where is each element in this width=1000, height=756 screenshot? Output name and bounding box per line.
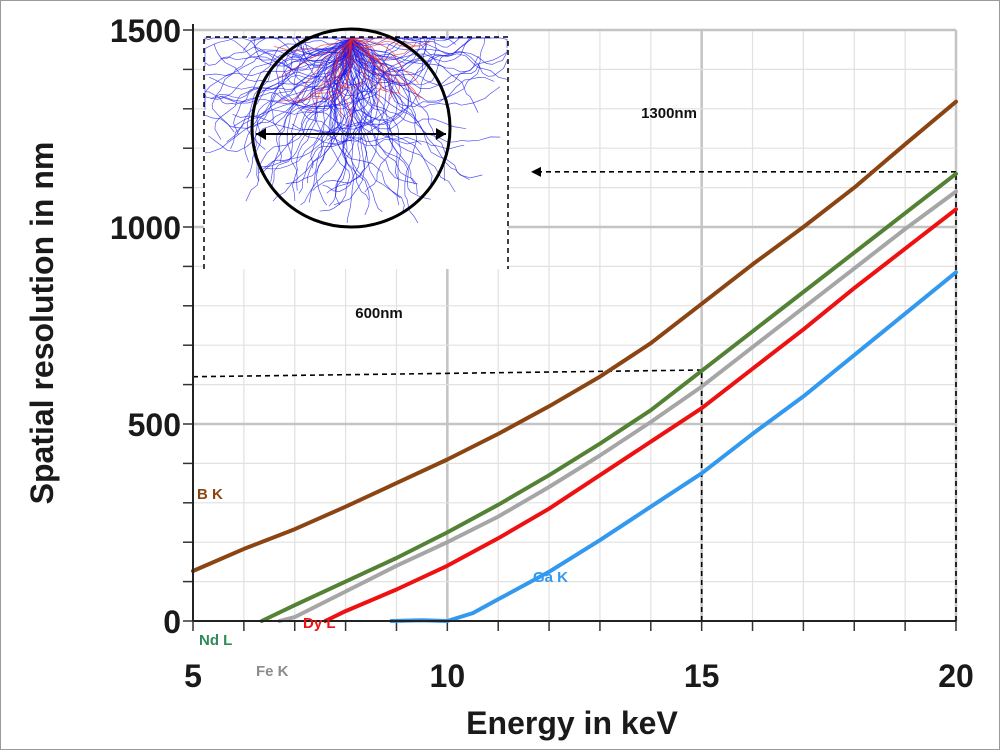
reference-line bbox=[192, 369, 702, 378]
series-line-dy-l bbox=[323, 207, 958, 623]
x-tick-label: 10 bbox=[430, 658, 466, 694]
trajectory-path bbox=[248, 37, 352, 67]
backscatter-path bbox=[335, 38, 352, 119]
trajectory-path bbox=[281, 38, 352, 136]
tick-labels: 5 10 15 20 0 500 1000 1500 bbox=[110, 13, 974, 694]
trajectory-path bbox=[293, 38, 367, 108]
trajectory-path bbox=[214, 38, 352, 140]
trajectory-path bbox=[291, 38, 378, 132]
backscatter-path bbox=[350, 38, 382, 106]
series-line-fe-k bbox=[277, 189, 958, 623]
trajectory-path bbox=[270, 38, 352, 136]
trajectory-path bbox=[310, 38, 378, 169]
backscatter-path bbox=[296, 38, 352, 101]
backscatter-path bbox=[333, 38, 363, 88]
trajectory-path bbox=[350, 38, 419, 224]
trajectory-path bbox=[350, 38, 431, 200]
reference-lines bbox=[192, 166, 957, 621]
series-line-nd-l bbox=[259, 171, 958, 623]
backscatter-path bbox=[350, 38, 423, 99]
y-tick-label: 500 bbox=[128, 407, 181, 443]
backscatter-path bbox=[310, 38, 352, 95]
trajectory-path bbox=[264, 38, 352, 170]
trajectory-path bbox=[331, 38, 369, 201]
backscatter-path bbox=[350, 38, 421, 101]
series-label-fe-k: Fe K bbox=[256, 663, 289, 680]
backscatter-path bbox=[273, 38, 352, 51]
backscatter-path bbox=[278, 38, 352, 102]
trajectory-path bbox=[245, 38, 352, 202]
trajectory-path bbox=[261, 38, 352, 168]
y-tick-label: 0 bbox=[163, 604, 181, 640]
trajectory-path bbox=[300, 38, 394, 128]
trajectory-path bbox=[233, 38, 352, 135]
trajectory-path bbox=[350, 37, 508, 75]
trajectory-path bbox=[213, 38, 352, 83]
backscatter-path bbox=[350, 38, 400, 93]
trajectory-path bbox=[349, 38, 402, 206]
trajectory-path bbox=[204, 37, 352, 70]
series-label-dy-l: Dy L bbox=[303, 615, 336, 632]
trajectory-path bbox=[232, 38, 363, 118]
trajectory-path bbox=[204, 37, 352, 62]
x-tick-label: 5 bbox=[184, 658, 202, 694]
trajectory-path bbox=[350, 38, 483, 179]
inset-border bbox=[203, 36, 509, 269]
backscatter-path bbox=[291, 38, 352, 103]
trajectory-path bbox=[262, 38, 352, 173]
trajectory-path bbox=[350, 38, 393, 193]
y-tick-label: 1000 bbox=[110, 210, 181, 246]
interaction-volume-circle bbox=[250, 27, 452, 229]
annotation-600nm: 600nm bbox=[355, 305, 403, 322]
series-label-b-k: B K bbox=[197, 486, 223, 503]
y-tick-label: 1500 bbox=[110, 13, 181, 49]
trajectory-path bbox=[226, 38, 360, 143]
trajectory-path bbox=[298, 38, 370, 194]
x-tick-label: 15 bbox=[684, 658, 720, 694]
trajectory-path bbox=[350, 38, 508, 80]
series-lines bbox=[191, 99, 958, 623]
backscatter-path bbox=[350, 38, 392, 101]
backscatter-path bbox=[350, 37, 431, 47]
trajectory-path bbox=[330, 37, 430, 100]
y-axis-title: Spatial resolution in nm bbox=[24, 142, 60, 505]
series-label-nd-l: Nd L bbox=[199, 632, 232, 649]
annotation-1300nm: 1300nm bbox=[641, 105, 697, 122]
trajectory-path bbox=[350, 38, 465, 150]
series-line-b-k bbox=[191, 99, 958, 573]
trajectory-path bbox=[350, 37, 461, 48]
backscatter-path bbox=[335, 38, 353, 119]
trajectory-path bbox=[350, 38, 467, 130]
trajectory-path bbox=[308, 38, 354, 203]
diameter-arrowhead-right bbox=[436, 128, 446, 140]
reference-arrowhead bbox=[531, 166, 541, 177]
trajectory-path bbox=[350, 38, 470, 181]
trajectory-path bbox=[272, 38, 355, 202]
x-axis-title: Energy in keV bbox=[466, 705, 678, 741]
diameter-arrowhead-left bbox=[256, 128, 266, 140]
series-label-ga-k: Ga K bbox=[533, 569, 568, 586]
minor-ticks bbox=[183, 29, 957, 631]
series-line-ga-k bbox=[389, 270, 958, 623]
trajectory-path bbox=[350, 38, 508, 77]
backscatter-path bbox=[350, 38, 419, 84]
inset-simulation-image bbox=[203, 27, 509, 269]
axes bbox=[192, 24, 956, 622]
backscatter-path bbox=[277, 38, 352, 78]
trajectory-path bbox=[324, 38, 453, 96]
backscatter-path bbox=[345, 38, 353, 126]
x-tick-label: 20 bbox=[938, 658, 974, 694]
trajectory-path bbox=[204, 38, 352, 103]
backscatter-path bbox=[328, 38, 352, 105]
